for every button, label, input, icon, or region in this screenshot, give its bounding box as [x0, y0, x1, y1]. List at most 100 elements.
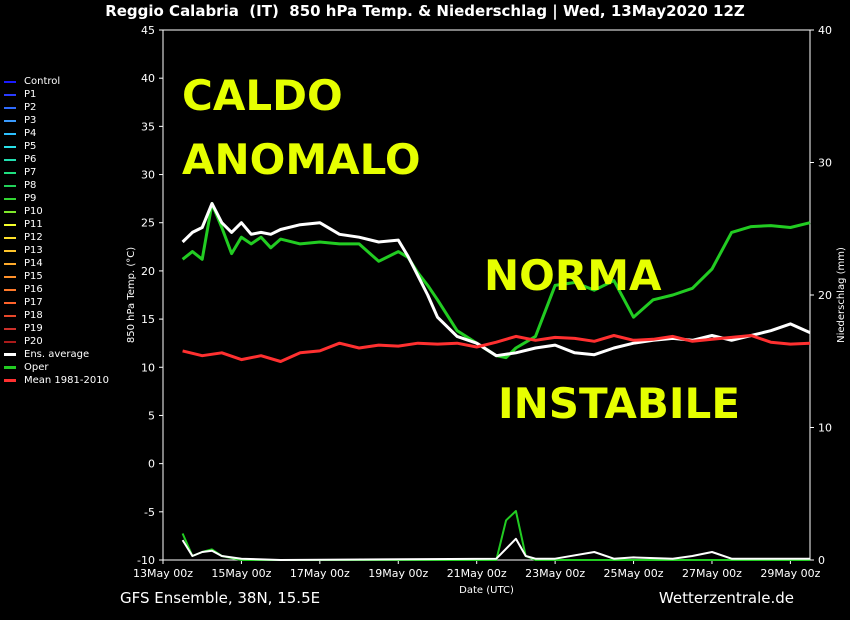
y-tick-label: 5 — [148, 409, 155, 422]
legend-item: P17 — [4, 296, 109, 309]
x-tick-label: 25May 00z — [604, 567, 664, 580]
legend-swatch — [4, 223, 16, 226]
series-line — [181, 202, 811, 360]
legend-label: P15 — [24, 271, 43, 282]
legend-label: P16 — [24, 284, 43, 295]
y-tick-label: 25 — [141, 217, 155, 230]
annotation-text: ANOMALO — [182, 135, 421, 184]
source-credit: Wetterzentrale.de — [658, 589, 794, 607]
legend-item: P3 — [4, 114, 109, 127]
legend-swatch — [4, 327, 16, 330]
legend-swatch — [4, 171, 16, 174]
legend-swatch — [4, 93, 16, 96]
legend-item: P7 — [4, 166, 109, 179]
legend-swatch — [4, 301, 16, 304]
legend-item: P16 — [4, 283, 109, 296]
x-axis-label: Date (UTC) — [459, 585, 514, 596]
y-tick-label: -10 — [137, 554, 155, 567]
chart-title: Reggio Calabria (IT) 850 hPa Temp. & Nie… — [105, 2, 745, 20]
legend-item: P14 — [4, 257, 109, 270]
x-tick-label: 21May 00z — [447, 567, 507, 580]
legend-item: P10 — [4, 205, 109, 218]
legend-item: Oper — [4, 361, 109, 374]
legend-item: P18 — [4, 309, 109, 322]
legend-swatch — [4, 366, 16, 369]
legend-swatch — [4, 262, 16, 265]
legend-swatch — [4, 80, 16, 83]
y2-tick-label: 20 — [818, 289, 832, 302]
legend-label: P5 — [24, 141, 37, 152]
legend-swatch — [4, 249, 16, 252]
legend-label: P3 — [24, 115, 37, 126]
x-tick-label: 29May 00z — [760, 567, 820, 580]
legend-label: Ens. average — [24, 349, 90, 360]
legend-item: Control — [4, 75, 109, 88]
x-tick-label: 19May 00z — [368, 567, 428, 580]
legend-label: P1 — [24, 89, 37, 100]
legend-item: P4 — [4, 127, 109, 140]
y-tick-label: 15 — [141, 313, 155, 326]
x-tick-label: 15May 00z — [211, 567, 271, 580]
legend-item: P15 — [4, 270, 109, 283]
legend-item: P20 — [4, 335, 109, 348]
legend-item: P9 — [4, 192, 109, 205]
y-tick-label: 0 — [148, 458, 155, 471]
legend-item: P6 — [4, 153, 109, 166]
y2-tick-label: 10 — [818, 422, 832, 435]
legend-swatch — [4, 119, 16, 122]
annotation-text: NORMA — [484, 251, 662, 300]
series-line — [182, 334, 811, 363]
annotation-text: INSTABILE — [498, 379, 740, 428]
legend-swatch — [4, 353, 16, 356]
legend-label: P18 — [24, 310, 43, 321]
y-tick-label: 10 — [141, 361, 155, 374]
y-axis-label: 850 hPa Temp. (°C) — [126, 247, 137, 343]
legend-swatch — [4, 379, 16, 382]
legend: Control P1 P2 P3 P4 P5 P6 P7 P8 P9 P10 P11 P12 P13 P14… — [4, 75, 109, 387]
legend-label: P2 — [24, 102, 37, 113]
y-tick-label: -5 — [144, 506, 155, 519]
legend-swatch — [4, 236, 16, 239]
y2-tick-label: 40 — [818, 24, 832, 37]
legend-item: P11 — [4, 218, 109, 231]
legend-label: P19 — [24, 323, 43, 334]
legend-label: P20 — [24, 336, 43, 347]
annotation-text: CALDO — [182, 71, 343, 120]
y-tick-label: 20 — [141, 265, 155, 278]
legend-swatch — [4, 314, 16, 317]
legend-item: P19 — [4, 322, 109, 335]
legend-label: Mean 1981-2010 — [24, 375, 109, 386]
legend-label: P4 — [24, 128, 37, 139]
y-tick-label: 30 — [141, 169, 155, 182]
y-tick-label: 45 — [141, 24, 155, 37]
legend-item: P1 — [4, 88, 109, 101]
y2-tick-label: 0 — [818, 554, 825, 567]
legend-label: Oper — [24, 362, 49, 373]
legend-item: P2 — [4, 101, 109, 114]
y2-axis-label: Niederschlag (mm) — [836, 247, 847, 343]
legend-swatch — [4, 340, 16, 343]
legend-label: P12 — [24, 232, 43, 243]
y2-tick-label: 30 — [818, 157, 832, 170]
legend-item: P12 — [4, 231, 109, 244]
legend-label: P17 — [24, 297, 43, 308]
legend-swatch — [4, 210, 16, 213]
x-tick-label: 13May 00z — [133, 567, 193, 580]
legend-swatch — [4, 145, 16, 148]
legend-label: Control — [24, 76, 61, 87]
x-tick-label: 17May 00z — [290, 567, 350, 580]
legend-swatch — [4, 184, 16, 187]
legend-swatch — [4, 158, 16, 161]
legend-label: P6 — [24, 154, 37, 165]
model-info: GFS Ensemble, 38N, 15.5E — [120, 589, 321, 607]
legend-item: P8 — [4, 179, 109, 192]
y-tick-label: 35 — [141, 120, 155, 133]
x-tick-label: 27May 00z — [682, 567, 742, 580]
legend-swatch — [4, 288, 16, 291]
legend-item: Mean 1981-2010 — [4, 374, 109, 387]
precip-line — [181, 537, 810, 561]
legend-label: P13 — [24, 245, 43, 256]
y-tick-label: 40 — [141, 72, 155, 85]
legend-label: P10 — [24, 206, 43, 217]
legend-item: Ens. average — [4, 348, 109, 361]
